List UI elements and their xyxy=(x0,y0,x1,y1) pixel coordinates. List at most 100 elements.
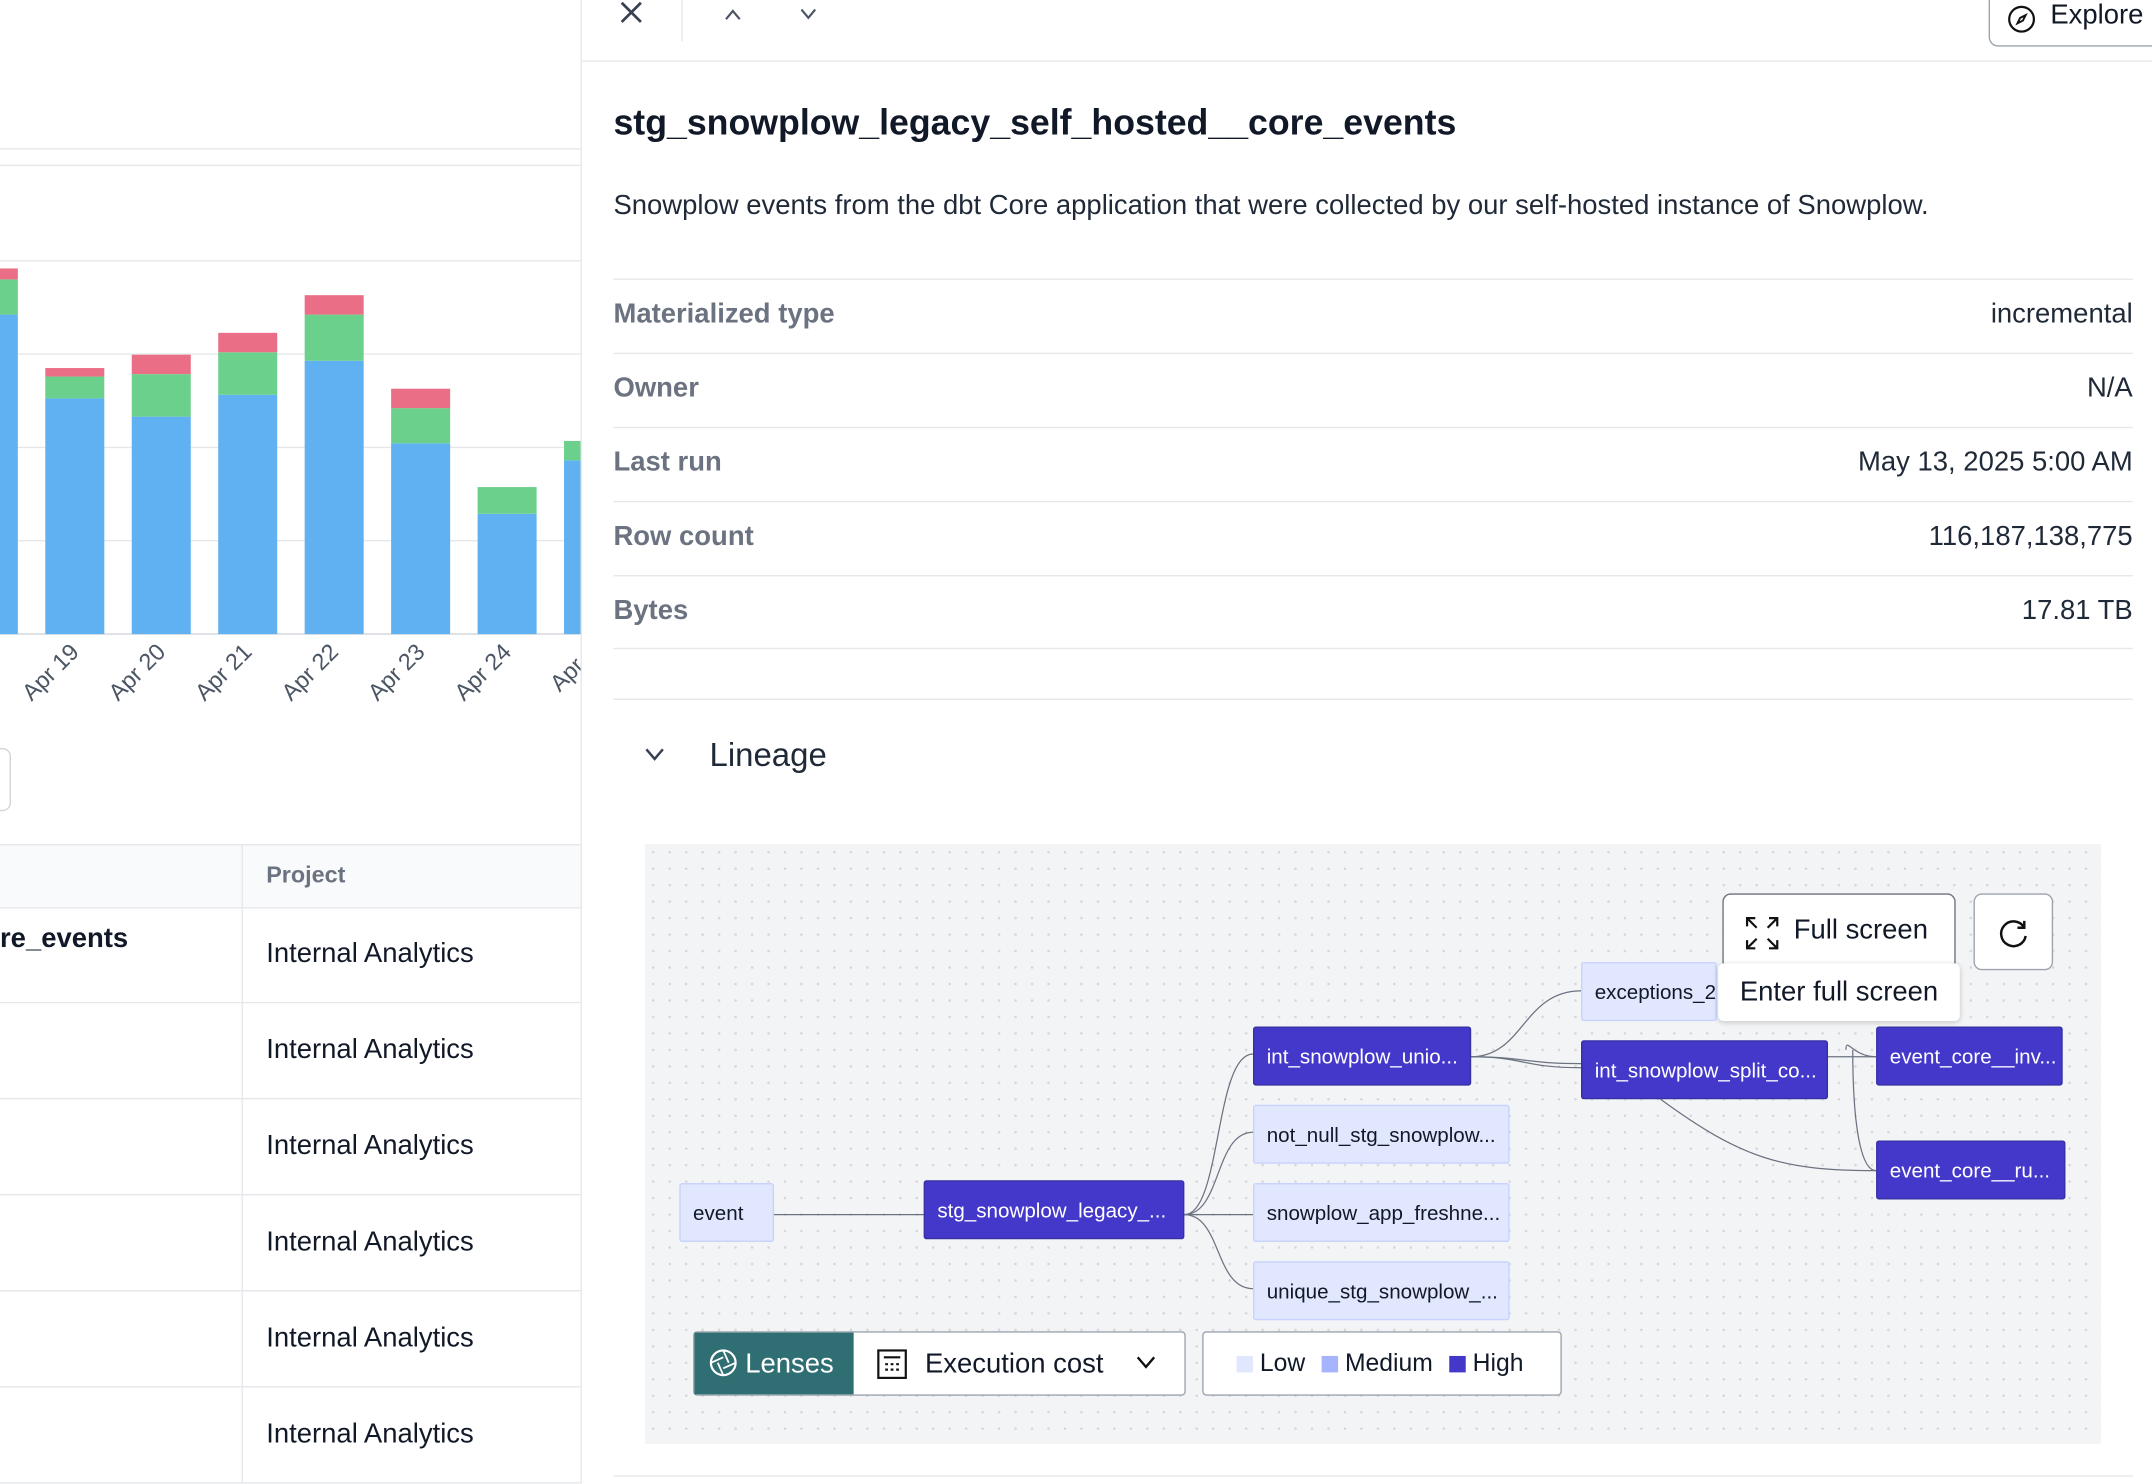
property-value: 17.81 TB xyxy=(2021,595,2133,626)
bar-segment xyxy=(45,376,105,399)
lineage-canvas[interactable]: event stg_snowplow_legacy_... int_snowplow… xyxy=(645,844,2102,1444)
column-divider xyxy=(241,844,243,1484)
cell-name: re_events xyxy=(0,923,129,954)
lineage-node[interactable]: stg_snowplow_legacy_... xyxy=(923,1180,1185,1240)
prev-icon[interactable] xyxy=(725,9,741,20)
bar-segment xyxy=(304,295,364,315)
property-value: incremental xyxy=(1990,299,2133,330)
row-divider xyxy=(0,1193,581,1196)
x-tick-label: Apr 20 xyxy=(103,638,170,705)
divider xyxy=(613,647,2133,650)
row-divider xyxy=(0,1097,581,1100)
bar-segment xyxy=(304,360,364,635)
dropdown-icon xyxy=(1136,1356,1156,1369)
lens-value: Execution cost xyxy=(924,1349,1104,1380)
bar-segment xyxy=(131,374,191,417)
edge xyxy=(1184,1131,1254,1216)
bar-segment xyxy=(304,314,364,361)
bar-segment xyxy=(564,460,581,635)
edge xyxy=(1184,1213,1254,1290)
button[interactable] xyxy=(0,747,11,812)
detail-panel: Explore stg_snowplow_legacy_self_hosted_… xyxy=(580,0,2152,1484)
x-tick-label: Apr 24 xyxy=(449,638,516,705)
cell-project: Internal Analytics xyxy=(266,1322,474,1354)
legend: Low Medium High xyxy=(1202,1331,1562,1396)
divider xyxy=(613,352,2133,355)
lenses-button[interactable]: Lenses xyxy=(694,1332,854,1395)
bar-segment xyxy=(564,440,581,461)
divider xyxy=(613,500,2133,503)
bar-segment xyxy=(391,388,451,409)
lineage-node[interactable]: unique_stg_snowplow_... xyxy=(1253,1261,1510,1321)
lineage-node[interactable]: event_core__inv... xyxy=(1876,1026,2063,1086)
button-label: Full screen xyxy=(1793,915,1928,946)
refresh-icon xyxy=(1999,920,2027,948)
collapse-icon[interactable] xyxy=(644,747,666,763)
divider xyxy=(581,60,2152,62)
x-tick-label: Apr 22 xyxy=(276,638,343,705)
full-screen-button[interactable]: Full screen xyxy=(1722,893,1956,971)
legend-label: Medium xyxy=(1344,1349,1433,1377)
cell-project: Internal Analytics xyxy=(266,938,474,969)
lineage-node[interactable]: int_snowplow_unio... xyxy=(1253,1026,1472,1086)
divider xyxy=(613,1475,2133,1477)
row-divider xyxy=(0,1001,581,1004)
lens-selector[interactable]: Lenses Execution cost xyxy=(693,1331,1186,1396)
next-icon[interactable] xyxy=(800,8,817,20)
chart: Apr 19 Apr 20 Apr 21 Apr 22 Apr 23 Apr 24 Apr … xyxy=(0,260,581,705)
bar-segment xyxy=(0,279,18,315)
lineage-node[interactable]: int_snowplow_split_co... xyxy=(1581,1040,1829,1100)
edge xyxy=(1471,1056,1582,1065)
edge xyxy=(1184,1053,1254,1216)
edge xyxy=(1852,1049,1877,1172)
property-value: May 13, 2025 5:00 AM xyxy=(1858,447,2133,478)
bar-segment xyxy=(0,314,18,635)
bar-segment xyxy=(477,513,537,635)
x-tick-label: Apr 21 xyxy=(190,638,257,705)
lineage-node[interactable]: exceptions_2 xyxy=(1581,962,1717,1022)
explore-button[interactable]: Explore xyxy=(1988,0,2152,47)
lenses-label: Lenses xyxy=(745,1349,834,1380)
compass-icon xyxy=(2008,5,2035,33)
divider xyxy=(0,148,581,150)
bar-segment xyxy=(45,398,105,635)
legend-swatch xyxy=(1449,1355,1466,1373)
cell-project: Internal Analytics xyxy=(266,1034,474,1065)
bar-segment xyxy=(131,416,191,635)
row-divider xyxy=(0,1290,581,1292)
property-label: Last run xyxy=(613,447,722,478)
divider xyxy=(0,164,581,167)
divider xyxy=(613,278,2133,280)
lineage-node[interactable]: snowplow_app_freshne... xyxy=(1253,1183,1510,1243)
row-divider xyxy=(0,1386,581,1388)
refresh-button[interactable] xyxy=(1973,893,2054,971)
close-icon[interactable] xyxy=(620,1,642,23)
expand-icon xyxy=(1745,917,1779,950)
x-tick-label: Apr 19 xyxy=(17,638,84,705)
cell-project: Internal Analytics xyxy=(266,1226,474,1258)
bar-segment xyxy=(391,443,451,635)
toolbar-icons xyxy=(620,0,817,42)
edge xyxy=(1845,1044,1877,1058)
property-label: Materialized type xyxy=(613,299,835,330)
calc-icon xyxy=(877,1349,907,1379)
edges xyxy=(774,990,1877,1290)
lineage-node[interactable]: event_core__ru... xyxy=(1876,1140,2066,1200)
description: Snowplow events from the dbt Core applic… xyxy=(613,190,1929,221)
x-tick-label: Apr 23 xyxy=(363,638,430,705)
bar-segment xyxy=(0,268,18,280)
tooltip: Enter full screen xyxy=(1718,963,1960,1022)
property-label: Bytes xyxy=(613,595,689,626)
aperture-icon xyxy=(709,1349,737,1377)
lineage-node[interactable]: event xyxy=(679,1183,775,1243)
bar-segment xyxy=(391,408,451,444)
bar-segment xyxy=(218,394,278,635)
lineage-node[interactable]: not_null_stg_snowplow... xyxy=(1253,1104,1510,1164)
bar-segment xyxy=(45,368,105,377)
property-label: Row count xyxy=(613,521,754,552)
bar-segment xyxy=(477,487,537,514)
bar-segment xyxy=(131,354,191,375)
edge xyxy=(1471,990,1582,1058)
